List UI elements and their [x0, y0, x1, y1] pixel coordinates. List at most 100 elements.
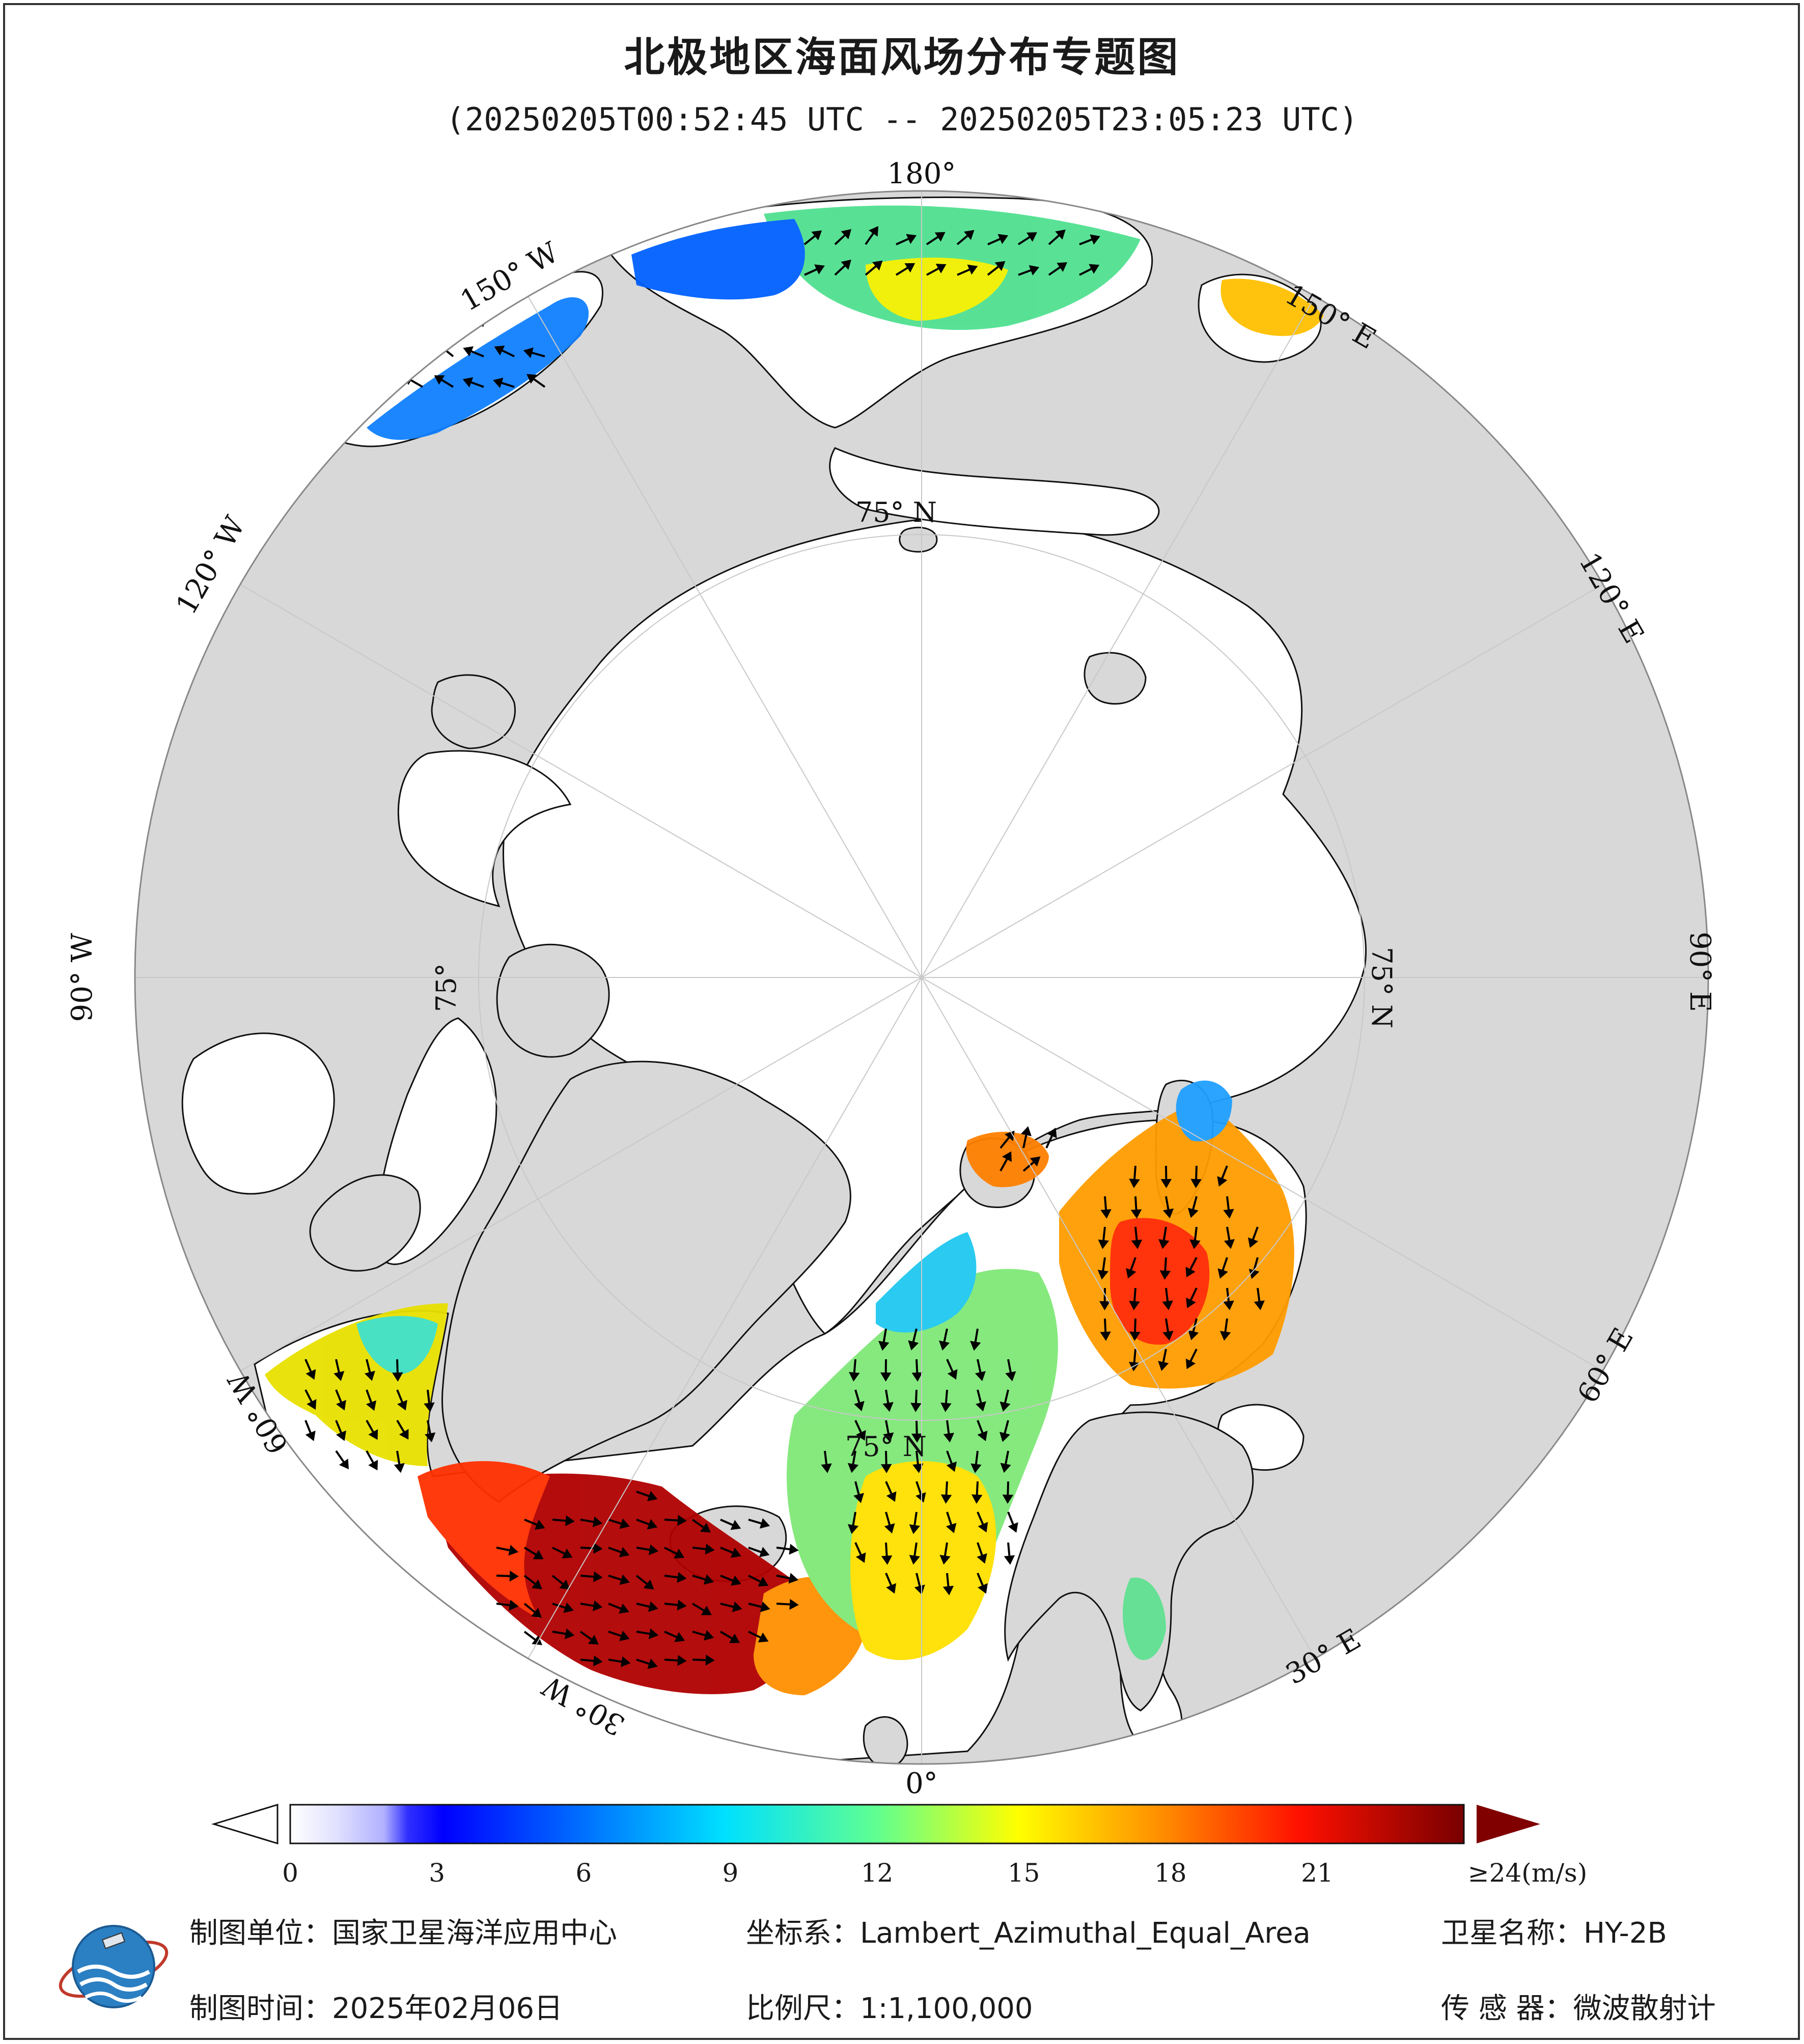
sensor-name: 传 感 器：微波散射计 [1441, 1992, 1716, 2025]
wind-arrow-head [886, 1491, 897, 1502]
wind-arrow-head [1098, 1239, 1109, 1249]
wind-arrow-head [647, 1658, 658, 1669]
wind-arrow-head [674, 1549, 685, 1559]
wind-arrow-head [339, 1459, 349, 1470]
wind-arrow-head [1055, 229, 1066, 240]
wind-arrow-head [1219, 1331, 1231, 1341]
wind-arrow-head [811, 230, 822, 241]
wind-arrow-head [1130, 1209, 1142, 1219]
swath-gulf-of-alaska [367, 297, 589, 440]
wind-arrow-head [855, 1552, 866, 1563]
wind-arrow-head [305, 1431, 316, 1441]
wind-arrow-head [619, 1631, 630, 1641]
lon-label-180: 180° [887, 157, 956, 190]
wind-arrow-head [593, 1655, 603, 1667]
scandinavia [1004, 1411, 1254, 1712]
wind-arrow-head [619, 1547, 630, 1557]
wind-arrow-head [946, 1461, 957, 1472]
wind-arrow-head [884, 1523, 895, 1534]
wind-arrow-head [336, 1399, 346, 1411]
wind-arrow-head [1187, 1208, 1199, 1218]
wind-arrow-head [1002, 1494, 1014, 1504]
wind-arrow-head [564, 1628, 575, 1639]
wind-arrow-head [364, 1370, 375, 1381]
map-border [134, 190, 1709, 1765]
wind-arrow-head [1217, 1176, 1228, 1187]
wind-arrow-head [849, 1371, 860, 1382]
greenland [441, 1060, 851, 1503]
wind-arrow-head [306, 1369, 316, 1380]
wind-arrow-head [841, 229, 852, 240]
wind-arrow-head [399, 1429, 409, 1440]
map-scale: 比例尺：1:1,100,000 [746, 1992, 1033, 2025]
wind-arrow-head [821, 1463, 832, 1473]
colorbar-gradient [289, 1804, 1465, 1844]
wind-arrow-head [1004, 1555, 1015, 1565]
lon-label-90e: 90° E [1683, 932, 1716, 1012]
page-frame [3, 3, 1800, 2040]
wind-arrow-head [592, 1516, 603, 1528]
swath-bering-yellow [866, 258, 1008, 321]
wind-arrow-head [1000, 1401, 1011, 1412]
colorbar-under-triangle [211, 1803, 279, 1845]
banks-island [431, 674, 516, 749]
wind-arrow-head [619, 1574, 630, 1585]
satellite-name: 卫星名称：HY-2B [1441, 1917, 1667, 1950]
wind-arrow-head [559, 1579, 570, 1590]
wind-arrow-head [1129, 1301, 1140, 1310]
wind-arrow-head [1188, 1330, 1199, 1340]
wind-arrow-head [674, 1632, 685, 1642]
meridian-60w [240, 977, 922, 1371]
wind-arrow-head [975, 1371, 986, 1381]
wind-arrow-head [400, 350, 410, 361]
swath-north-atlantic-red [418, 1461, 550, 1619]
wind-arrow-head [1224, 1239, 1235, 1249]
wind-arrow-head [904, 263, 915, 273]
swath-barents-red [1110, 1218, 1210, 1345]
lon-label-90w: 90° W [66, 933, 99, 1022]
wind-arrow-head [647, 1491, 658, 1501]
swath-sea-of-okhotsk [1220, 278, 1324, 336]
wind-arrow-head [677, 1515, 687, 1526]
wrangel-island [899, 526, 938, 553]
wind-arrow-head [705, 1655, 715, 1666]
wind-arrow-head [878, 1340, 890, 1351]
wind-arrow-head [934, 232, 946, 242]
wind-arrow-head [334, 1370, 345, 1381]
wind-arrow-head [1185, 1358, 1196, 1369]
wind-arrow-head [977, 1583, 988, 1594]
wind-arrow-head [911, 1372, 923, 1382]
wind-arrow-head [531, 1608, 542, 1618]
wind-arrow-head [1185, 1267, 1196, 1278]
wind-arrow-head [906, 234, 917, 244]
hudson-bay [181, 1032, 335, 1195]
wind-arrow-head [593, 1571, 603, 1582]
wind-arrow-head [1129, 1331, 1141, 1341]
wind-arrow-head [1129, 1179, 1140, 1188]
wind-arrow-head [643, 1579, 654, 1590]
wind-arrow-head [1005, 1371, 1016, 1382]
wind-arrow-head [1126, 1268, 1136, 1279]
wind-arrow-head [730, 1547, 741, 1558]
wind-arrow-head [619, 1518, 630, 1529]
wind-arrow-head [732, 1601, 742, 1612]
wind-arrow-head [976, 1401, 986, 1412]
wind-arrow-head [424, 1402, 435, 1412]
wind-arrow-head [939, 1555, 951, 1565]
wind-arrow-head [854, 1401, 865, 1412]
wind-arrow-head [1254, 1300, 1265, 1310]
wind-arrow-head [912, 1463, 924, 1473]
wind-arrow-head [463, 346, 474, 357]
wind-arrow-head [462, 316, 473, 327]
wind-arrow-head [1223, 1300, 1234, 1310]
swath-bering-west [631, 219, 805, 300]
wind-arrow-head [526, 374, 537, 384]
wind-arrow-head [494, 345, 505, 356]
lat-label-75-north: 75° N [855, 496, 937, 528]
wind-arrow-head [977, 1431, 988, 1441]
colorbar-over-triangle [1477, 1805, 1540, 1843]
swath-greenland-sea [876, 1232, 977, 1333]
wind-arrow-head [909, 1555, 920, 1565]
wind-arrow-head [935, 264, 947, 274]
